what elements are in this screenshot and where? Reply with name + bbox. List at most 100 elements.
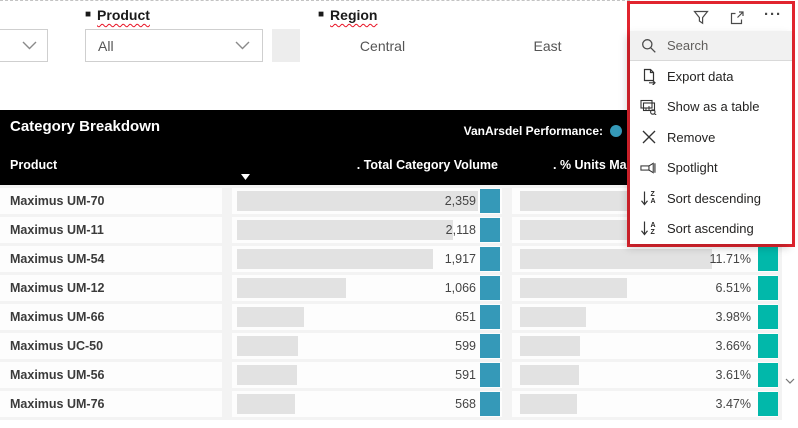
volume-indicator [480, 305, 500, 329]
volume-value: 1,066 [444, 281, 476, 295]
percent-bar [520, 394, 578, 414]
menu-item-remove[interactable]: Remove [630, 122, 792, 153]
volume-value: 2,359 [444, 194, 476, 208]
highlighted-menu-region: ··· Search [627, 1, 795, 247]
product-slicer-value: All [98, 37, 114, 54]
volume-cell: 591 [232, 362, 502, 388]
menu-item-show-as-table[interactable]: Show as a table [630, 92, 792, 123]
visual-title: Category Breakdown [10, 118, 161, 135]
spotlight-icon [640, 159, 657, 176]
region-slicer: Central East [272, 29, 692, 62]
percent-cell: 3.66% [512, 333, 778, 359]
volume-value: 651 [455, 310, 476, 324]
product-name: Maximus UM-70 [10, 194, 105, 208]
column-header-volume[interactable]: . Total Category Volume [356, 158, 498, 172]
volume-bar [237, 336, 299, 356]
product-slicer-dropdown[interactable]: All [85, 29, 263, 62]
chevron-down-icon [22, 41, 37, 50]
volume-cell: 1,066 [232, 275, 502, 301]
context-menu: Search Export data [630, 31, 792, 244]
table-row[interactable]: Maximus UC-50 599 3.66% [0, 333, 782, 362]
product-cell: Maximus UM-11 [0, 217, 222, 243]
volume-bar [237, 307, 304, 327]
product-name: Maximus UM-11 [10, 223, 104, 237]
volume-cell: 651 [232, 304, 502, 330]
volume-bar [237, 394, 296, 414]
product-cell: Maximus UM-66 [0, 304, 222, 330]
product-cell: Maximus UM-54 [0, 246, 222, 272]
region-filter-label-text: Region [330, 7, 378, 23]
percent-indicator [758, 334, 778, 358]
more-options-icon[interactable]: ··· [764, 5, 782, 23]
volume-indicator [480, 392, 500, 416]
region-option-east[interactable]: East [465, 29, 630, 62]
percent-cell: 3.61% [512, 362, 778, 388]
volume-bar [237, 220, 454, 240]
product-cell: Maximus UC-50 [0, 333, 222, 359]
region-option-central[interactable]: Central [300, 29, 465, 62]
menu-item-spotlight[interactable]: Spotlight [630, 153, 792, 184]
volume-bar [237, 365, 298, 385]
search-icon [640, 37, 657, 54]
chevron-down-icon [785, 378, 795, 384]
search-placeholder: Search [667, 38, 709, 53]
sort-descending-indicator-icon [241, 174, 250, 180]
table-row[interactable]: Maximus UM-12 1,066 6.51% [0, 275, 782, 304]
product-cell: Maximus UM-12 [0, 275, 222, 301]
volume-indicator [480, 189, 500, 213]
percent-bar [520, 336, 581, 356]
volume-value: 591 [455, 368, 476, 382]
table-row[interactable]: Maximus UM-76 568 3.47% [0, 391, 782, 420]
percent-value: 3.98% [715, 310, 751, 324]
volume-value: 2,118 [445, 223, 476, 237]
percent-value: 3.61% [715, 368, 751, 382]
percent-indicator [758, 247, 778, 271]
square-bullet-icon: ■ [85, 9, 92, 20]
show-as-table-icon [640, 98, 657, 115]
volume-cell: 568 [232, 391, 502, 417]
column-header-product[interactable]: Product [10, 158, 58, 172]
percent-bar [520, 249, 713, 269]
legend-dot-icon [610, 125, 622, 137]
volume-bar [237, 191, 478, 211]
volume-indicator [480, 247, 500, 271]
volume-indicator [480, 363, 500, 387]
volume-value: 599 [455, 339, 476, 353]
partial-slicer-dropdown[interactable] [0, 29, 48, 62]
volume-cell: 1,917 [232, 246, 502, 272]
table-row[interactable]: Maximus UM-66 651 3.98% [0, 304, 782, 333]
product-filter-label-text: Product [97, 7, 150, 23]
volume-indicator [480, 218, 500, 242]
volume-bar [237, 249, 433, 269]
product-name: Maximus UM-66 [10, 310, 105, 324]
product-filter-label: ■ Product [85, 7, 150, 23]
filter-funnel-icon[interactable] [690, 7, 712, 29]
volume-cell: 599 [232, 333, 502, 359]
volume-indicator [480, 276, 500, 300]
table-row[interactable]: Maximus UM-56 591 3.61% [0, 362, 782, 391]
scroll-down-button[interactable] [783, 374, 797, 388]
column-header-pct[interactable]: . % Units Market [553, 158, 650, 172]
remove-icon [640, 129, 657, 146]
menu-item-export-data[interactable]: Export data [630, 61, 792, 92]
visual-header-toolbar: ··· [630, 4, 792, 31]
percent-cell: 6.51% [512, 275, 778, 301]
percent-bar [520, 278, 628, 298]
percent-indicator [758, 392, 778, 416]
percent-indicator [758, 363, 778, 387]
percent-cell: 3.98% [512, 304, 778, 330]
table-body: Maximus UM-70 2,359 Maximus UM-11 2,118 [0, 188, 782, 420]
export-data-icon [640, 68, 657, 85]
product-name: Maximus UM-56 [10, 368, 105, 382]
region-filter-label: ■ Region [318, 7, 378, 23]
volume-value: 568 [455, 397, 476, 411]
menu-search-field[interactable]: Search [630, 31, 792, 61]
table-row[interactable]: Maximus UM-54 1,917 11.71% [0, 246, 782, 275]
volume-cell: 2,118 [232, 217, 502, 243]
percent-cell: 3.47% [512, 391, 778, 417]
volume-cell: 2,359 [232, 188, 502, 214]
focus-mode-icon[interactable] [726, 7, 748, 29]
